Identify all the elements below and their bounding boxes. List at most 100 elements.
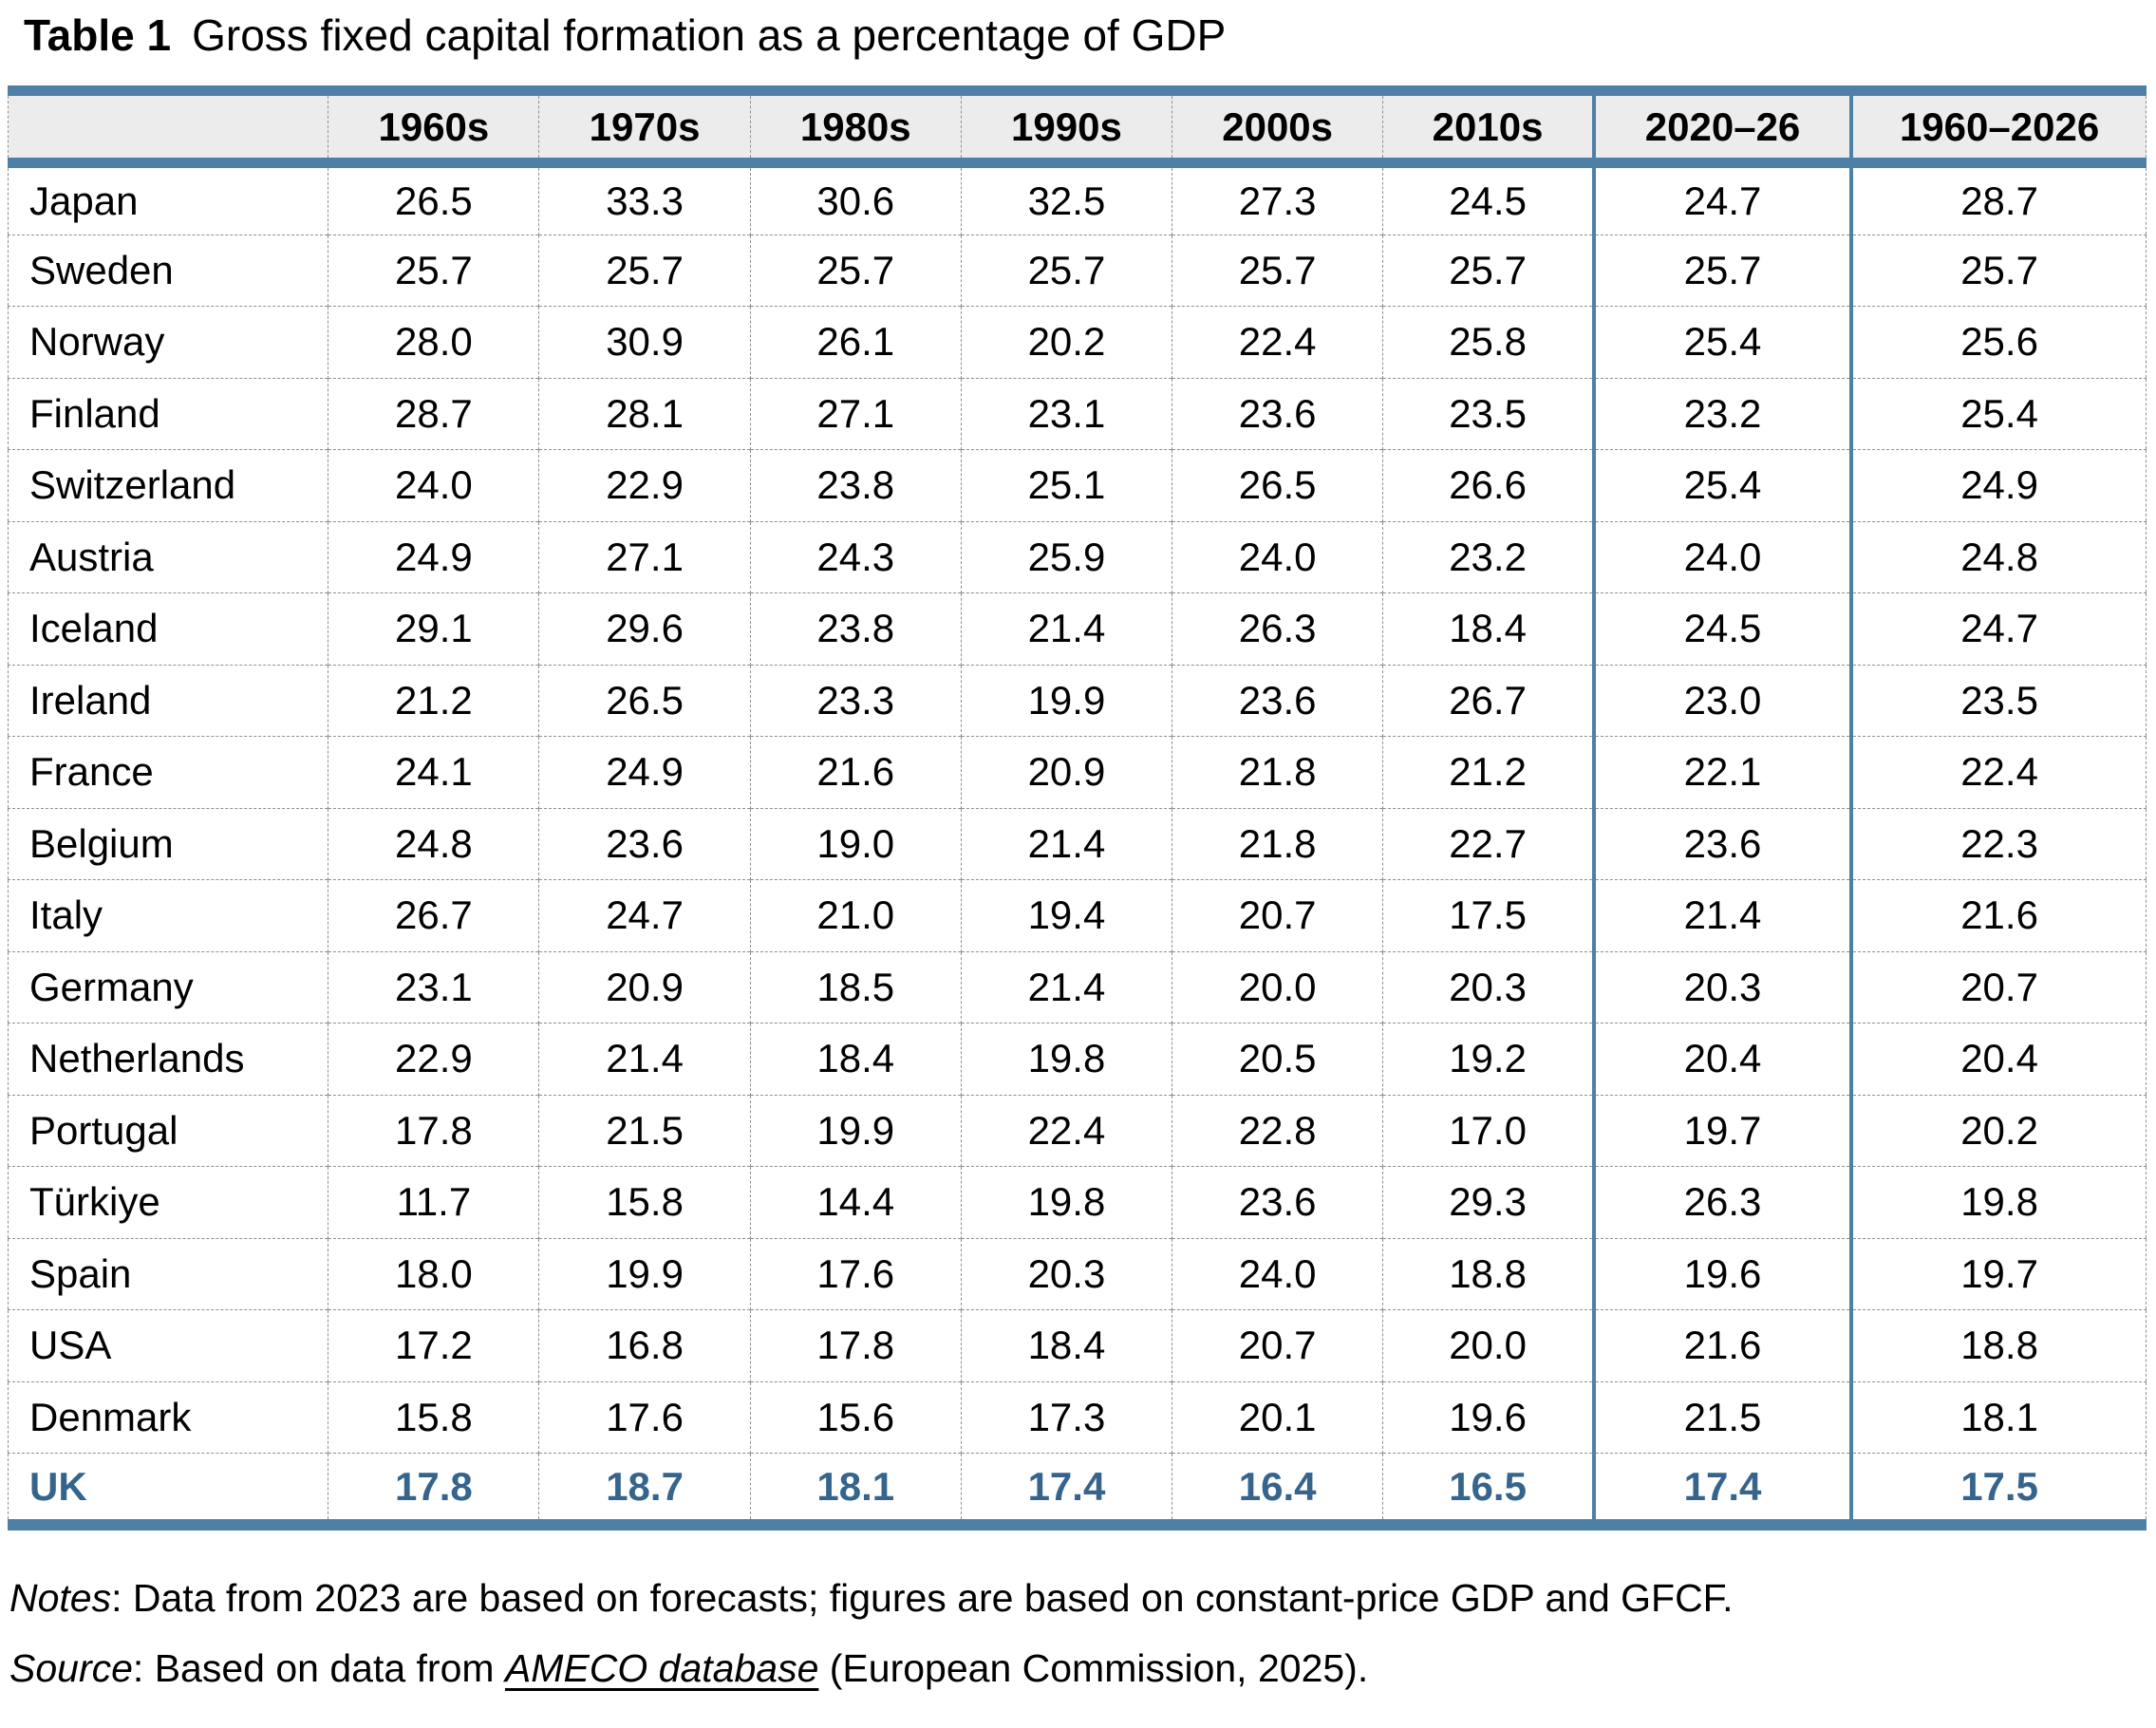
- value-cell: 23.6: [1591, 807, 1852, 880]
- corner-cell: [8, 90, 328, 168]
- country-cell: Switzerland: [8, 449, 328, 521]
- value-cell: 20.3: [1382, 950, 1594, 1024]
- value-cell: 23.5: [1849, 664, 2147, 737]
- table-row: Norway 28.0 30.9 26.1 20.2 22.4 25.8 25.4 25.6: [8, 306, 2147, 378]
- value-cell: 26.5: [328, 162, 539, 235]
- value-cell: 22.4: [1849, 736, 2147, 808]
- value-cell: 22.8: [1172, 1094, 1383, 1167]
- value-cell: 17.5: [1849, 1453, 2147, 1525]
- value-cell: 24.0: [1172, 520, 1383, 593]
- country-cell: Sweden: [8, 234, 328, 307]
- table-header: 1960s 1970s 1980s 1990s 2000s 2010s 2020–26 196…: [8, 90, 2147, 168]
- column-header: 1970s: [538, 90, 751, 168]
- table-row: USA 17.2 16.8 17.8 18.4 20.7 20.0 21.6 18.8: [8, 1309, 2147, 1381]
- value-cell: 19.2: [1382, 1023, 1594, 1095]
- column-header: 1960s: [328, 90, 539, 168]
- value-cell: 25.7: [1591, 234, 1852, 307]
- value-cell: 16.4: [1172, 1453, 1383, 1525]
- column-header: 1980s: [749, 90, 962, 168]
- value-cell: 21.2: [1382, 736, 1594, 808]
- value-cell: 25.4: [1591, 449, 1852, 521]
- value-cell: 22.9: [538, 449, 751, 521]
- country-cell: Spain: [8, 1237, 328, 1310]
- value-cell: 18.4: [749, 1023, 962, 1095]
- table-number: Table 1: [24, 10, 172, 60]
- country-cell: Türkiye: [8, 1166, 328, 1238]
- value-cell: 24.0: [1172, 1237, 1383, 1310]
- value-cell: 23.8: [749, 449, 962, 521]
- value-cell: 26.3: [1591, 1166, 1852, 1238]
- notes-line: Notes: Data from 2023 are based on forec…: [9, 1574, 2156, 1622]
- value-cell: 24.9: [1849, 449, 2147, 521]
- value-cell: 17.5: [1382, 879, 1594, 951]
- value-cell: 21.4: [960, 592, 1172, 665]
- value-cell: 27.1: [749, 377, 962, 450]
- column-header: 1990s: [960, 90, 1172, 168]
- table-row: Sweden 25.7 25.7 25.7 25.7 25.7 25.7 25.7 25.7: [8, 234, 2147, 307]
- value-cell: 24.0: [1591, 520, 1852, 593]
- source-link[interactable]: AMECO database: [504, 1646, 819, 1690]
- value-cell: 29.3: [1382, 1166, 1594, 1238]
- table-row: Portugal 17.8 21.5 19.9 22.4 22.8 17.0 19.7 20.2: [8, 1094, 2147, 1167]
- value-cell: 25.6: [1849, 306, 2147, 378]
- column-header: 2020–26: [1591, 90, 1852, 168]
- value-cell: 21.8: [1172, 807, 1383, 880]
- table-row: Japan 26.5 33.3 30.6 32.5 27.3 24.5 24.7 28.7: [9, 162, 2147, 235]
- header-row: 1960s 1970s 1980s 1990s 2000s 2010s 2020–26 196…: [8, 90, 2147, 168]
- value-cell: 14.4: [749, 1166, 962, 1238]
- value-cell: 27.1: [538, 520, 751, 593]
- value-cell: 11.7: [328, 1166, 539, 1238]
- value-cell: 18.0: [328, 1237, 539, 1310]
- value-cell: 20.2: [960, 306, 1172, 378]
- value-cell: 15.8: [538, 1166, 751, 1238]
- value-cell: 26.3: [1172, 592, 1383, 665]
- value-cell: 18.5: [749, 950, 962, 1024]
- value-cell: 24.0: [328, 449, 539, 521]
- value-cell: 25.7: [538, 234, 751, 307]
- value-cell: 20.7: [1849, 950, 2147, 1024]
- value-cell: 24.9: [328, 520, 539, 593]
- value-cell: 17.8: [328, 1453, 539, 1525]
- table-body: Japan 26.5 33.3 30.6 32.5 27.3 24.5 24.7 28.7 Swe…: [8, 162, 2147, 1525]
- value-cell: 24.7: [538, 879, 751, 951]
- source-text-before: : Based on data from: [132, 1646, 505, 1690]
- value-cell: 21.5: [1591, 1381, 1852, 1454]
- value-cell: 23.1: [328, 950, 539, 1024]
- country-cell: Norway: [8, 306, 328, 378]
- value-cell: 21.5: [538, 1094, 751, 1167]
- value-cell: 17.8: [749, 1309, 962, 1381]
- notes-text: : Data from 2023 are based on forecasts;…: [111, 1576, 1734, 1620]
- value-cell: 17.6: [538, 1381, 751, 1454]
- table-row: Denmark 15.8 17.6 15.6 17.3 20.1 19.6 21.5 18.1: [8, 1381, 2147, 1454]
- value-cell: 24.1: [328, 736, 539, 808]
- value-cell: 28.7: [328, 377, 539, 450]
- country-cell: Ireland: [8, 664, 328, 737]
- country-cell: Iceland: [8, 592, 328, 665]
- value-cell: 17.0: [1382, 1094, 1594, 1167]
- value-cell: 17.4: [1591, 1453, 1852, 1525]
- value-cell: 19.7: [1591, 1094, 1852, 1167]
- value-cell: 24.3: [749, 520, 962, 593]
- value-cell: 19.8: [960, 1023, 1172, 1095]
- country-cell: Denmark: [8, 1381, 328, 1454]
- value-cell: 20.0: [1382, 1309, 1594, 1381]
- value-cell: 24.7: [1591, 162, 1852, 235]
- value-cell: 22.7: [1382, 807, 1594, 880]
- table-row: Netherlands 22.9 21.4 18.4 19.8 20.5 19.2 20.4 2…: [8, 1023, 2147, 1095]
- value-cell: 21.8: [1172, 736, 1383, 808]
- table-row: Finland 28.7 28.1 27.1 23.1 23.6 23.5 23.2 25.4: [8, 377, 2147, 450]
- value-cell: 17.2: [328, 1309, 539, 1381]
- column-header: 2000s: [1172, 90, 1383, 168]
- value-cell: 26.1: [749, 306, 962, 378]
- value-cell: 21.4: [538, 1023, 751, 1095]
- value-cell: 22.9: [328, 1023, 539, 1095]
- value-cell: 19.9: [960, 664, 1172, 737]
- value-cell: 21.4: [960, 807, 1172, 880]
- country-cell: Italy: [8, 879, 328, 951]
- value-cell: 23.6: [1172, 377, 1383, 450]
- value-cell: 23.6: [1172, 664, 1383, 737]
- country-cell: France: [8, 736, 328, 808]
- value-cell: 21.0: [749, 879, 962, 951]
- value-cell: 25.7: [1849, 234, 2147, 307]
